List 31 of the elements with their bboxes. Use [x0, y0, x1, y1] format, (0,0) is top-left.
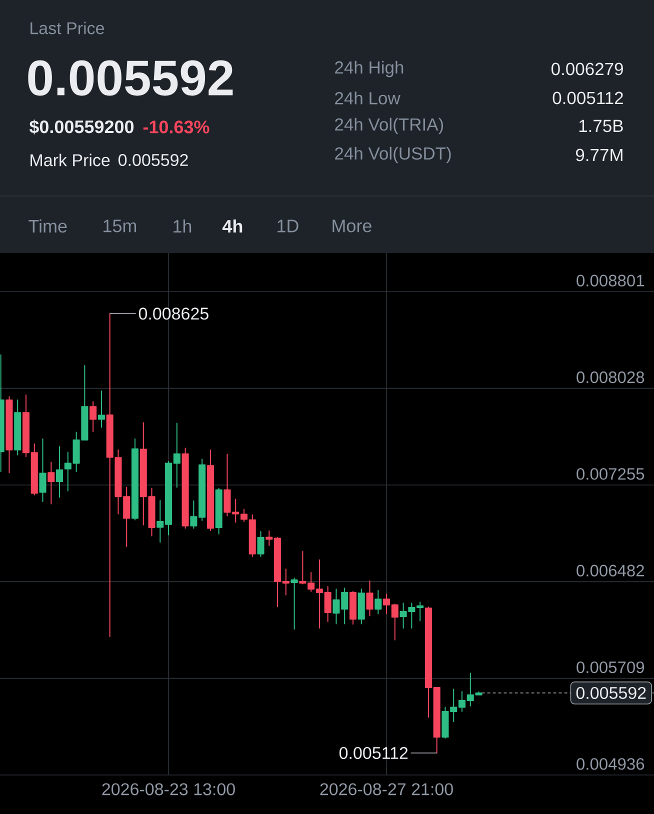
text: -10.63%	[143, 120, 210, 134]
annotation: 0.005112	[339, 746, 408, 760]
x-tick-label: 2026-08-23 13:00	[102, 783, 235, 796]
text: 0.005592	[118, 154, 188, 166]
text: 15m	[104, 220, 136, 232]
text: Time	[28, 219, 67, 233]
text: More	[332, 220, 372, 232]
text: 0.005592	[28, 60, 233, 96]
y-tick-label: 0.005709	[576, 661, 644, 674]
text: 1h	[174, 219, 192, 233]
text: 24h Vol(TRIA)	[335, 118, 444, 134]
text: $0.00559200	[29, 120, 134, 134]
text: 24h Vol(USDT)	[335, 146, 451, 164]
y-tick-label: 0.004936	[576, 758, 644, 770]
ref-line-label: 0.005592	[576, 686, 646, 699]
y-tick-label: 0.006482	[576, 564, 644, 576]
annotation: 0.008625	[138, 308, 208, 320]
text: Mark Price	[30, 154, 110, 166]
y-tick-label: 0.008801	[576, 274, 644, 286]
text: 9.77M	[576, 148, 622, 162]
text: 1D	[278, 220, 298, 232]
y-tick-label: 0.008028	[576, 371, 644, 384]
x-tick-label: 2026-08-27 21:00	[320, 783, 453, 796]
text: 0.006279	[552, 62, 623, 76]
y-tick-label: 0.007255	[576, 468, 644, 480]
text: 1.75B	[579, 120, 623, 132]
text: 24h Low	[335, 92, 400, 104]
text: Last Price	[30, 22, 104, 34]
text: 24h High	[335, 60, 404, 78]
text: 0.005112	[552, 92, 623, 104]
text: 4h	[222, 219, 242, 233]
